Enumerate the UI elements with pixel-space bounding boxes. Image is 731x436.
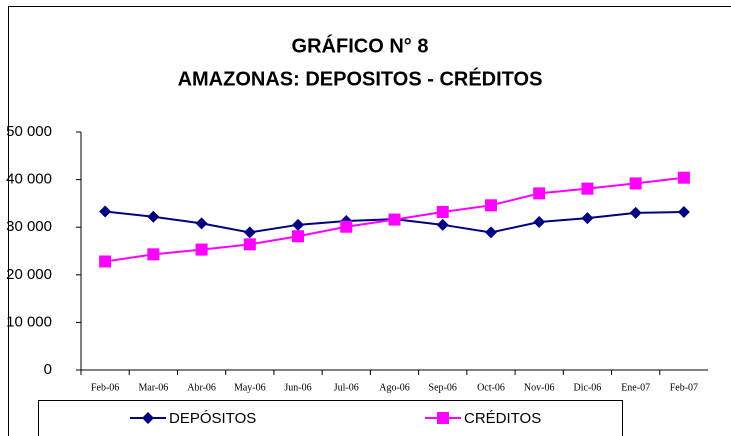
legend-label: DEPÓSITOS (169, 410, 256, 427)
x-tick-label: Feb-07 (670, 382, 698, 393)
x-tick-label: Mar-06 (138, 382, 168, 393)
x-tick-label: Jun-06 (284, 382, 311, 393)
point (195, 217, 208, 230)
x-tick-label: Sep-06 (429, 382, 457, 393)
x-tick-label: Feb-06 (91, 382, 119, 393)
point (147, 248, 160, 261)
point (677, 171, 690, 184)
point (677, 205, 690, 218)
x-tick-label: Dic-06 (574, 382, 602, 393)
point (581, 182, 594, 195)
legend-label: CRÉDITOS (464, 410, 541, 427)
y-tick-label: 30 000 (6, 218, 52, 235)
point (484, 199, 497, 212)
point (629, 177, 642, 190)
x-tick-label: May-06 (234, 382, 266, 393)
point (243, 226, 256, 239)
chart-title: GRÁFICO N° 8 (292, 34, 429, 57)
x-tick-label: Jul-06 (334, 382, 359, 393)
x-tick-label: Ene-07 (621, 382, 650, 393)
point (195, 243, 208, 256)
x-tick-label: Nov-06 (524, 382, 555, 393)
point (533, 187, 546, 200)
chart-subtitle: AMAZONAS: DEPOSITOS - CRÉDITOS (178, 67, 543, 90)
y-tick-label: 20 000 (6, 266, 52, 283)
x-tick-label: Oct-06 (477, 382, 505, 393)
point (581, 212, 594, 225)
y-tick-label: 10 000 (6, 313, 52, 330)
legend-marker (437, 412, 449, 424)
point (533, 215, 546, 228)
chart-frame (8, 6, 731, 436)
point (292, 218, 305, 231)
point (629, 206, 642, 219)
point (436, 218, 449, 231)
y-tick-label: 0 (44, 361, 52, 378)
x-tick-label: Ago-06 (379, 382, 410, 393)
y-tick-label: 50 000 (6, 123, 52, 140)
point (484, 226, 497, 239)
point (292, 230, 305, 243)
point (388, 213, 401, 226)
point (340, 220, 353, 233)
x-tick-label: Abr-06 (187, 382, 216, 393)
y-tick-label: 40 000 (6, 171, 52, 188)
point (147, 210, 160, 223)
point (436, 205, 449, 218)
point (99, 255, 112, 268)
point (243, 238, 256, 251)
point (99, 205, 112, 218)
legend-marker (142, 412, 154, 424)
